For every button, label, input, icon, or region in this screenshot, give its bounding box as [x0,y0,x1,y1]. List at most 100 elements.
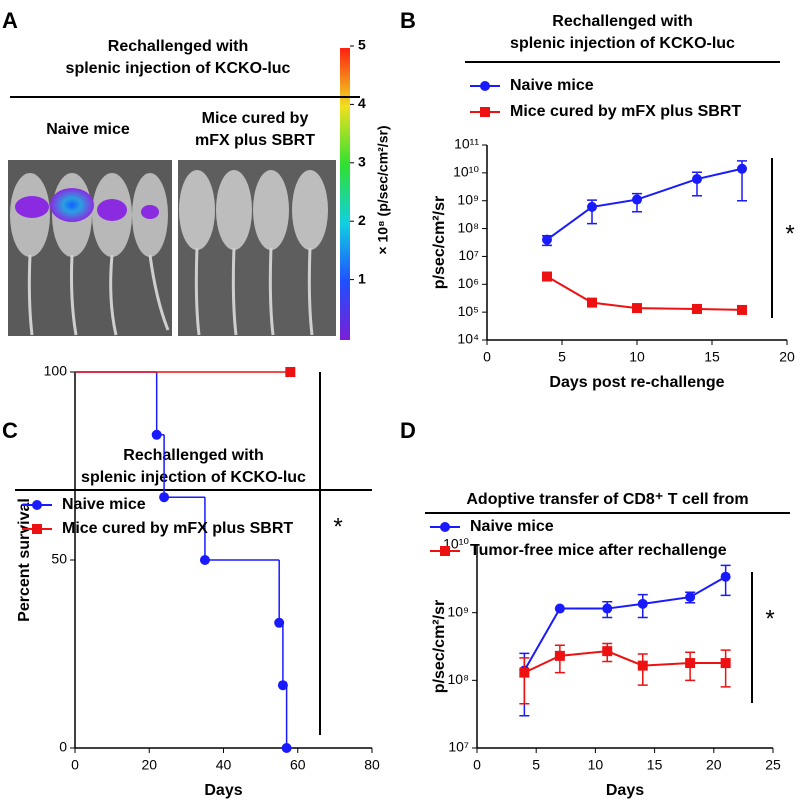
marker [281,743,292,753]
marker [637,660,648,671]
legend-label: Naive mice [470,518,554,535]
x-tick-label: 0 [473,757,481,773]
colorbar-tick-label: 4 [358,95,366,111]
x-axis-label: Days [606,782,644,799]
tails-cured [194,247,314,336]
marker [737,304,747,315]
marker [542,234,552,245]
marker [587,201,597,212]
y-tick-label: 10¹⁰ [453,164,479,180]
marker [519,667,530,678]
y-tick-label: 10⁹ [447,603,469,619]
legend-label: Naive mice [510,77,594,94]
error-bar [519,657,530,705]
marker [554,603,565,614]
x-tick-label: 20 [141,757,157,773]
x-tick-label: 15 [704,349,720,365]
x-tick-label: 40 [216,757,232,773]
colorbar [340,48,350,340]
chart-title: Rechallenged with [123,447,263,464]
legend-marker [440,522,450,532]
y-tick-label: 10⁷ [458,247,479,263]
group-label: mFX plus SBRT [195,132,315,149]
panel-title: splenic injection of KCKO-luc [66,60,291,77]
panel-label: B [400,8,416,33]
marker [720,571,731,582]
series-line [523,575,727,671]
y-tick-label: 10⁷ [448,739,469,755]
marker [692,303,702,314]
y-tick-label: 50 [51,551,67,567]
y-axis-label: Percent survival [16,498,33,622]
y-tick-label: 10⁵ [458,303,479,319]
x-tick-label: 80 [364,757,380,773]
legend-label: Mice cured by mFX plus SBRT [62,520,293,537]
colorbar-tick-label: 3 [358,154,366,170]
x-tick-label: 15 [647,757,663,773]
y-tick-label: 10⁶ [458,275,479,291]
marker [685,658,696,669]
marker [285,367,296,377]
colorbar-tick-label: 2 [358,212,366,228]
significance-label: * [785,220,794,247]
x-tick-label: 60 [290,757,306,773]
x-tick-label: 10 [629,349,645,365]
marker [632,194,642,205]
marker [151,429,162,440]
marker [720,658,731,669]
series-line [546,167,743,241]
marker [637,598,648,609]
x-tick-label: 5 [558,349,566,365]
x-tick-label: 20 [706,757,722,773]
marker [602,603,613,614]
y-tick-label: 10⁹ [457,191,479,207]
legend-label: Mice cured by mFX plus SBRT [510,103,741,120]
y-tick-label: 100 [44,363,68,379]
marker [685,592,696,603]
x-axis-label: Days post re-challenge [549,374,724,391]
tails-naive [27,254,170,336]
x-axis-label: Days [204,782,242,799]
marker [632,303,642,314]
mouse-images [8,48,350,340]
chart-title: splenic injection of KCKO-luc [510,35,735,52]
panel-label: D [400,418,416,443]
legend-marker [32,524,42,534]
y-tick-label: 10¹¹ [454,136,479,152]
error-bar [720,649,731,688]
marker [199,555,210,565]
x-tick-label: 0 [483,349,491,365]
chart-title: splenic injection of KCKO-luc [81,469,306,486]
x-tick-label: 5 [532,757,540,773]
mice-cured [179,170,328,250]
legend-marker [440,546,450,556]
panel-title: Rechallenged with [108,38,248,55]
y-axis-label: p/sec/cm²/sr [431,600,448,693]
y-axis-label: p/sec/cm²/sr [431,196,448,289]
legend-marker [480,107,490,117]
significance-label: * [333,513,342,540]
panel-label: A [2,8,18,33]
legend-marker [32,500,42,510]
marker [737,163,747,174]
y-tick-label: 10⁸ [458,219,480,235]
legend-marker [480,81,490,91]
series-line [546,275,743,311]
legend-label: Naive mice [62,496,146,513]
marker [587,297,597,308]
colorbar-tick-label: 5 [358,37,366,53]
x-tick-label: 10 [588,757,604,773]
group-label: Naive mice [46,121,130,138]
group-label: Mice cured by [202,110,309,127]
marker [274,617,285,628]
signal-naive [15,188,159,222]
y-tick-label: 0 [59,739,67,755]
marker [602,646,613,657]
marker [554,650,565,661]
y-tick-label: 10⁸ [448,671,470,687]
series-line [523,650,726,674]
marker [277,680,288,691]
marker [542,271,552,282]
colorbar-label: × 10⁸ (p/sec/cm²/sr) [375,125,391,254]
